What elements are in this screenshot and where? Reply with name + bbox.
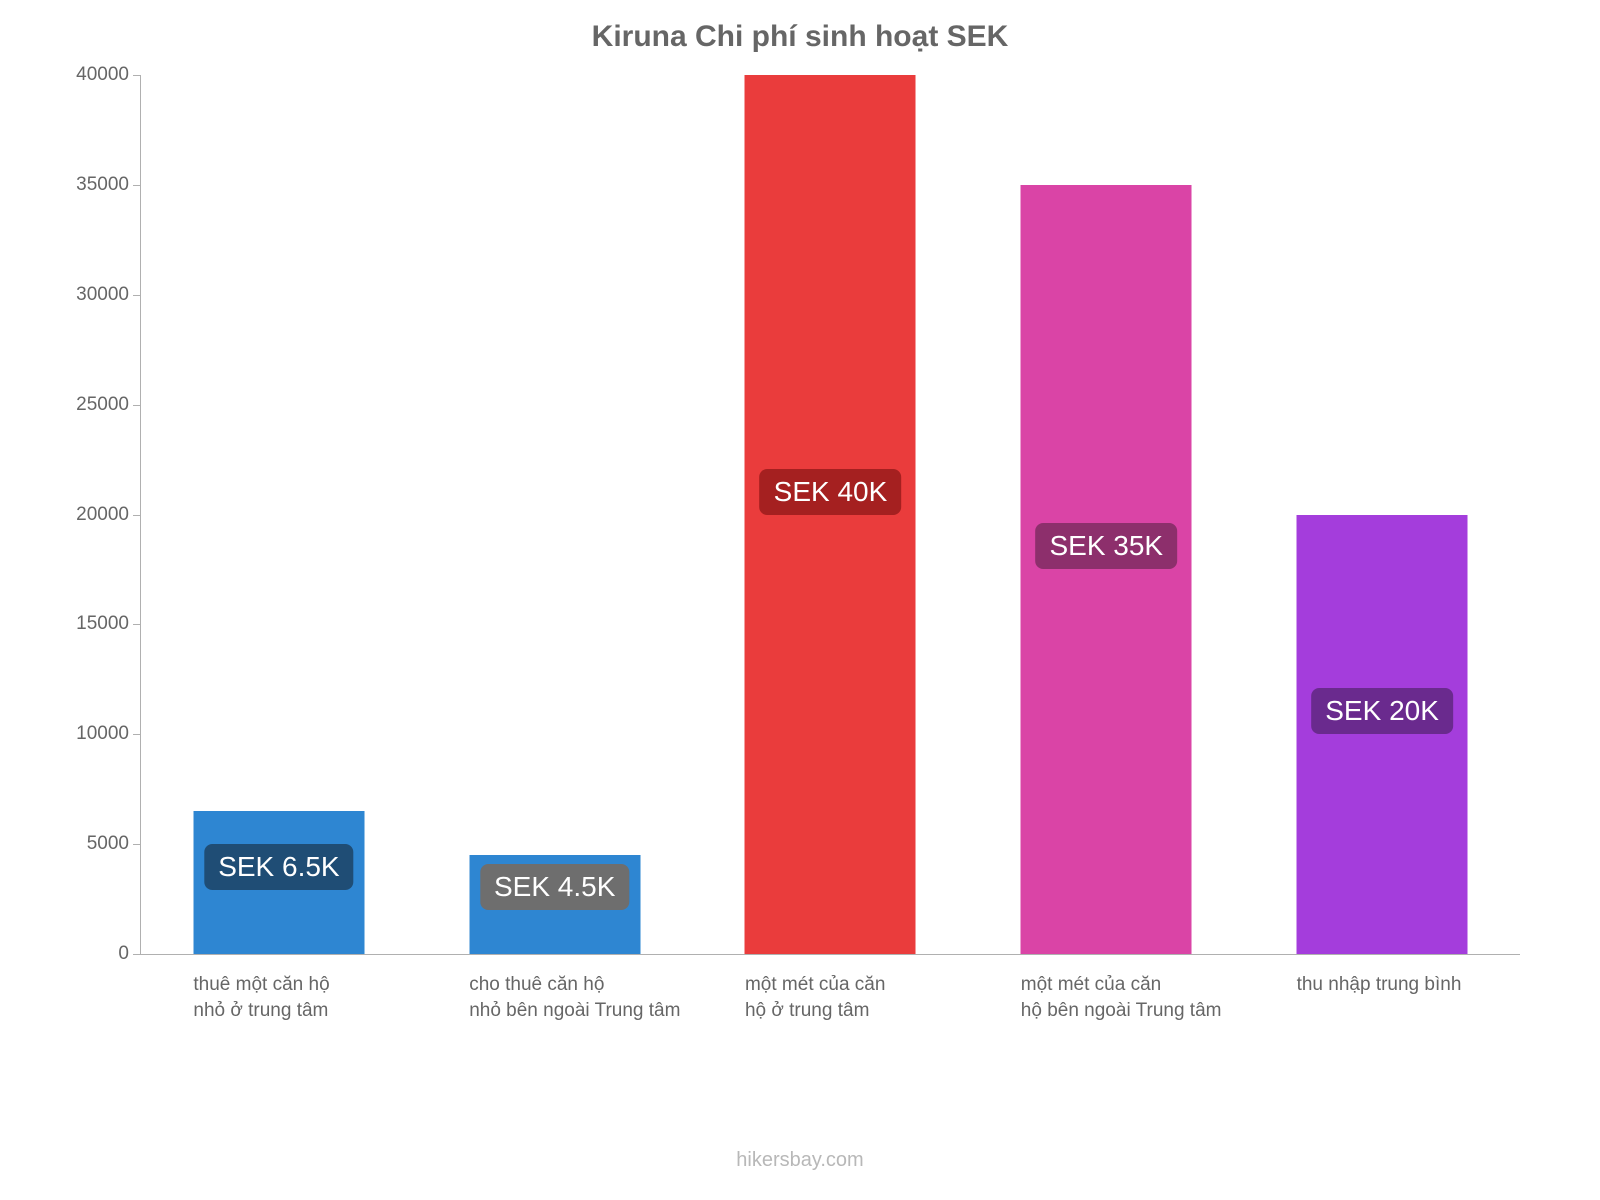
- bar: [1021, 185, 1192, 954]
- bar-slot: SEK 6.5Kthuê một căn hộnhỏ ở trung tâm: [141, 75, 417, 954]
- y-tick: 15000: [76, 613, 141, 635]
- y-tick: 0: [118, 943, 141, 965]
- x-axis-label-line: nhỏ ở trung tâm: [193, 998, 416, 1024]
- x-axis-label-line: nhỏ bên ngoài Trung tâm: [469, 998, 692, 1024]
- footer-credit: hikersbay.com: [0, 1149, 1600, 1172]
- x-axis-label-line: hộ ở trung tâm: [745, 998, 968, 1024]
- chart-title: Kiruna Chi phí sinh hoạt SEK: [60, 20, 1540, 54]
- bar-slot: SEK 40Kmột mét của cănhộ ở trung tâm: [693, 75, 969, 954]
- x-axis-label: thuê một căn hộnhỏ ở trung tâm: [141, 954, 417, 1023]
- bar: [745, 75, 916, 954]
- x-axis-label-line: cho thuê căn hộ: [469, 972, 692, 998]
- y-tick: 25000: [76, 394, 141, 416]
- bar-value-label: SEK 40K: [760, 469, 902, 515]
- bar: [1297, 515, 1468, 955]
- x-axis-label-line: hộ bên ngoài Trung tâm: [1021, 998, 1244, 1024]
- x-axis-label: một mét của cănhộ ở trung tâm: [693, 954, 969, 1023]
- bar-slot: SEK 20Kthu nhập trung bình: [1244, 75, 1520, 954]
- x-axis-label-line: thu nhập trung bình: [1297, 972, 1520, 998]
- chart-container: Kiruna Chi phí sinh hoạt SEK 05000100001…: [60, 20, 1540, 1080]
- x-axis-label-line: thuê một căn hộ: [193, 972, 416, 998]
- bar-value-label: SEK 4.5K: [480, 864, 629, 910]
- bar-value-label: SEK 20K: [1311, 688, 1453, 734]
- y-tick: 35000: [76, 174, 141, 196]
- y-tick: 20000: [76, 504, 141, 526]
- bar-value-label: SEK 35K: [1035, 523, 1177, 569]
- x-axis-label: thu nhập trung bình: [1244, 954, 1520, 998]
- plot-area: 0500010000150002000025000300003500040000…: [140, 75, 1520, 955]
- y-tick: 10000: [76, 723, 141, 745]
- bar-slot: SEK 35Kmột mét của cănhộ bên ngoài Trung…: [968, 75, 1244, 954]
- y-tick: 30000: [76, 284, 141, 306]
- bar-value-label: SEK 6.5K: [204, 844, 353, 890]
- x-axis-label-line: một mét của căn: [1021, 972, 1244, 998]
- y-tick: 40000: [76, 64, 141, 86]
- x-axis-label-line: một mét của căn: [745, 972, 968, 998]
- x-axis-label: một mét của cănhộ bên ngoài Trung tâm: [968, 954, 1244, 1023]
- x-axis-label: cho thuê căn hộnhỏ bên ngoài Trung tâm: [417, 954, 693, 1023]
- bar-slot: SEK 4.5Kcho thuê căn hộnhỏ bên ngoài Tru…: [417, 75, 693, 954]
- y-tick: 5000: [87, 833, 141, 855]
